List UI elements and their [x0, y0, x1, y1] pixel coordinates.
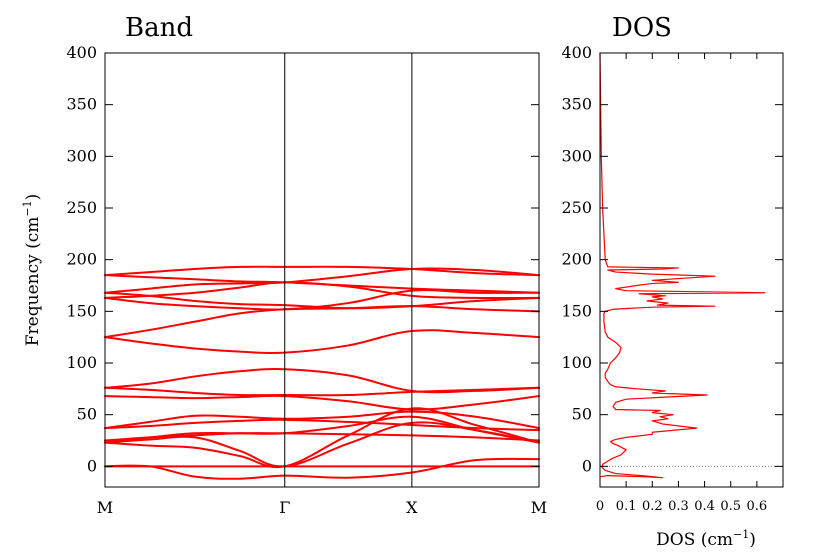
band-branch-8 — [104, 329, 540, 355]
band-ytick-label: 400 — [66, 43, 97, 62]
band-plot-frame — [104, 52, 540, 488]
band-y-axis: 0 50 100 150 200 250 300 350 400 — [66, 43, 539, 475]
dos-ytick-label: 250 — [561, 198, 592, 217]
dos-x-axis-label: DOS (cm−1) — [656, 528, 756, 550]
band-branch-1 — [104, 265, 540, 277]
band-branch-11 — [104, 394, 540, 411]
band-title: Band — [125, 13, 193, 43]
band-kpoint-lines — [284, 53, 413, 487]
dos-curve-1 — [599, 52, 766, 479]
dos-y-axis: 0 50 100 150 200 250 300 350 400 — [561, 43, 783, 475]
dos-ytick-label: 0 — [582, 456, 592, 475]
dos-ytick-label: 350 — [561, 95, 592, 114]
band-ytick-label: 50 — [77, 405, 97, 424]
band-ytick-label: 300 — [66, 146, 97, 165]
kpoint-label-1: M — [97, 498, 113, 517]
dos-ytick-label: 150 — [561, 301, 592, 320]
band-branch-18 — [104, 457, 540, 480]
band-ytick-label: 0 — [87, 456, 97, 475]
kpoint-label-2: Γ — [279, 498, 290, 517]
band-series-group — [104, 265, 540, 480]
band-ytick-label: 250 — [66, 198, 97, 217]
band-ytick-label: 200 — [66, 250, 97, 269]
dos-ytick-label: 100 — [561, 353, 592, 372]
dos-ytick-label: 400 — [561, 43, 592, 62]
dos-title: DOS — [612, 13, 672, 43]
dos-x-axis: 0 0.1 0.2 0.3 0.4 0.5 0.6 — [596, 53, 767, 514]
dos-plot-frame — [599, 52, 784, 488]
band-ytick-label: 150 — [66, 301, 97, 320]
dos-xtick-label: 0.5 — [720, 499, 741, 514]
band-ytick-label: 350 — [66, 95, 97, 114]
band-y-axis-label: Frequency (cm−1) — [21, 194, 43, 346]
band-branch-9 — [104, 368, 540, 394]
band-panel: Band 0 50 100 150 200 250 300 350 400 M Γ X M Frequ… — [21, 13, 547, 517]
dos-ytick-label: 200 — [561, 250, 592, 269]
dos-xtick-label: 0.6 — [747, 499, 768, 514]
dos-series-group — [599, 52, 766, 479]
dos-xtick-label: 0.1 — [616, 499, 637, 514]
dos-ytick-label: 300 — [561, 146, 592, 165]
kpoint-label-4: M — [531, 498, 547, 517]
band-ytick-label: 100 — [66, 353, 97, 372]
dos-ytick-label: 50 — [572, 405, 592, 424]
kpoint-label-3: X — [406, 498, 418, 517]
dos-xtick-label: 0.3 — [668, 499, 689, 514]
dos-xtick-label: 0 — [596, 499, 604, 514]
dos-xtick-label: 0.4 — [694, 499, 715, 514]
band-branch-6 — [104, 289, 540, 311]
dos-xtick-label: 0.2 — [642, 499, 663, 514]
